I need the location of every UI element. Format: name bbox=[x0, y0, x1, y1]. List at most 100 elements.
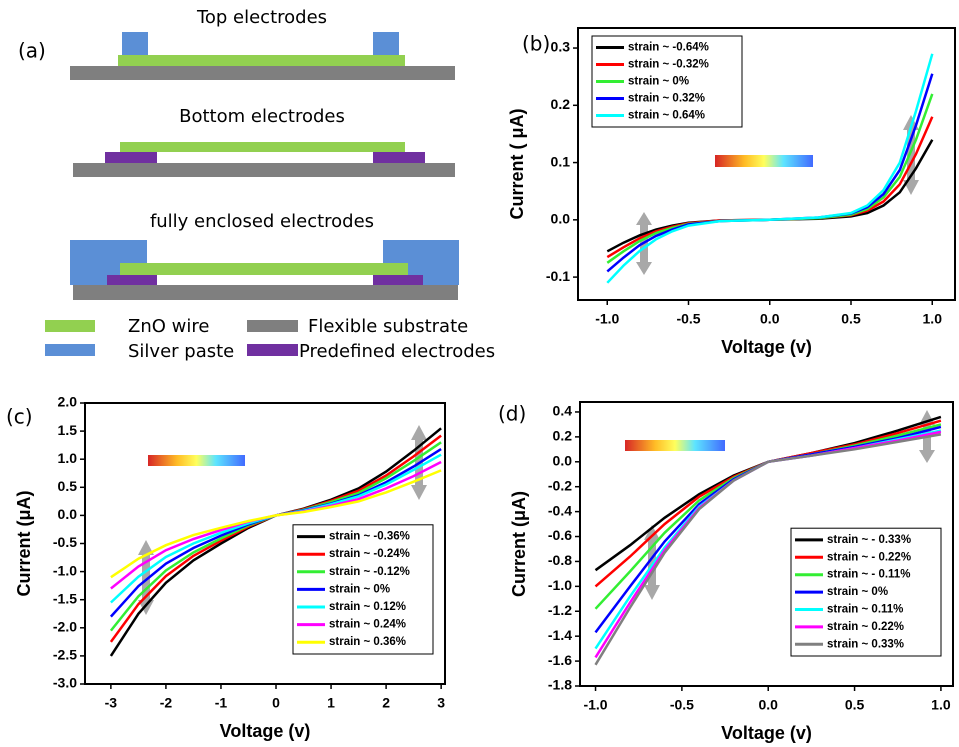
strain-inset bbox=[715, 155, 813, 167]
y-tick-label: 1.0 bbox=[58, 450, 78, 466]
arrow bbox=[903, 115, 919, 195]
legend-swatch bbox=[45, 344, 95, 356]
legend-label: strain ~ -0.32% bbox=[628, 59, 709, 71]
legend-label: Silver paste bbox=[128, 341, 234, 362]
y-tick-label: 0.4 bbox=[553, 403, 573, 419]
x-tick-label: 0.0 bbox=[760, 311, 780, 327]
y-tick-label: 1.5 bbox=[58, 422, 78, 438]
plot-frame bbox=[577, 27, 956, 301]
x-tick-label: 2 bbox=[382, 695, 390, 711]
legend-label: strain ~ 0.11% bbox=[827, 604, 903, 616]
y-tick-label: -2.0 bbox=[53, 619, 77, 635]
electrode bbox=[107, 275, 157, 285]
legend-label: strain ~ -0.24% bbox=[329, 548, 410, 560]
legend-label: strain ~ 0% bbox=[329, 583, 390, 595]
legend-label: strain ~ -0.12% bbox=[329, 566, 410, 578]
panel-label: (a) bbox=[18, 39, 46, 63]
y-tick-label: -3.0 bbox=[53, 675, 77, 691]
y-tick-label: -0.6 bbox=[548, 527, 572, 543]
x-axis-label: Voltage (v) bbox=[721, 723, 812, 743]
x-tick-label: -1.0 bbox=[595, 311, 619, 327]
panel-label: (c) bbox=[6, 405, 33, 429]
y-tick-label: 0.1 bbox=[551, 153, 571, 169]
electrode bbox=[373, 275, 423, 285]
y-tick-label: -0.4 bbox=[548, 502, 572, 518]
x-tick-label: 1 bbox=[327, 695, 335, 711]
chart: (c) -3 -2 -1 0 1 2 3 -3.0 -2.5 -2.0 -1.5 -1.0 -0.5 0.0… bbox=[6, 394, 446, 741]
x-tick-label: 0.0 bbox=[758, 697, 778, 713]
line bbox=[606, 53, 934, 284]
strain-inset bbox=[148, 455, 245, 466]
legend-label: strain ~ 0.64% bbox=[628, 110, 705, 122]
legend-swatch bbox=[247, 320, 298, 332]
y-tick-label: -0.5 bbox=[53, 534, 77, 550]
legend-label: strain ~ 0.24% bbox=[329, 619, 406, 631]
panel-label: (b) bbox=[522, 32, 550, 56]
y-tick-label: -1.4 bbox=[548, 627, 572, 643]
legend-label: strain ~ - 0.11% bbox=[827, 569, 910, 581]
legend-label: strain ~ 0.36% bbox=[329, 636, 406, 648]
legend-label: Flexible substrate bbox=[308, 316, 468, 337]
diagram: (a) Top electrodes Bottom electrodes ful… bbox=[18, 7, 495, 362]
y-tick-label: 0.2 bbox=[553, 428, 573, 444]
y-tick-label: -1.5 bbox=[53, 590, 77, 606]
diagram-title: fully enclosed electrodes bbox=[150, 211, 374, 232]
y-tick-label: 2.0 bbox=[58, 394, 78, 410]
x-axis-label: Voltage (v) bbox=[721, 337, 812, 357]
substrate bbox=[73, 285, 458, 300]
zno-wire bbox=[120, 263, 408, 275]
x-tick-label: 1.0 bbox=[923, 311, 943, 327]
legend-label: strain ~ 0% bbox=[628, 76, 689, 88]
chart: (d) -1.0 -0.5 0.0 0.5 1.0 -1.8 -1.6 -1.4 -1.2 -1.0… bbox=[498, 401, 954, 743]
y-tick-label: 0.0 bbox=[58, 506, 78, 522]
x-tick-label: -1.0 bbox=[583, 697, 607, 713]
y-tick-label: -0.8 bbox=[548, 552, 572, 568]
legend-label: strain ~ - 0.22% bbox=[827, 551, 911, 563]
legend-label: Predefined electrodes bbox=[299, 341, 495, 362]
x-axis-label: Voltage (v) bbox=[220, 721, 311, 741]
line bbox=[594, 433, 942, 666]
diagram-title: Top electrodes bbox=[196, 7, 327, 28]
x-tick-label: -2 bbox=[160, 695, 173, 711]
legend-label: strain ~ - 0.33% bbox=[827, 534, 911, 546]
y-tick-label: 0.2 bbox=[551, 96, 571, 112]
y-tick-label: -1.8 bbox=[548, 677, 572, 693]
y-tick-label: -1.6 bbox=[548, 652, 572, 668]
legend-swatch bbox=[247, 344, 298, 356]
x-tick-label: 0.5 bbox=[841, 311, 861, 327]
y-tick-label: -0.1 bbox=[546, 268, 570, 284]
legend-label: strain ~ -0.64% bbox=[628, 42, 709, 54]
legend-label: strain ~ 0.33% bbox=[827, 638, 904, 650]
x-tick-label: 0.5 bbox=[845, 697, 865, 713]
line bbox=[110, 469, 442, 579]
y-tick-label: 0.0 bbox=[551, 211, 571, 227]
x-tick-label: -1 bbox=[215, 695, 228, 711]
y-tick-label: -1.2 bbox=[548, 602, 572, 618]
legend-swatch bbox=[45, 320, 95, 332]
y-tick-label: -1.0 bbox=[53, 562, 77, 578]
y-tick-label: -1.0 bbox=[548, 577, 572, 593]
legend-label: strain ~ 0% bbox=[827, 586, 888, 598]
substrate bbox=[73, 163, 455, 177]
y-tick-label: 0.0 bbox=[553, 452, 573, 468]
y-tick-label: 0.5 bbox=[58, 478, 78, 494]
legend-label: strain ~ -0.36% bbox=[329, 531, 410, 543]
zno-wire bbox=[120, 142, 405, 152]
x-tick-label: 3 bbox=[437, 695, 445, 711]
y-axis-label: Current (μA) bbox=[14, 490, 34, 596]
strain-inset bbox=[625, 440, 725, 451]
plot-frame bbox=[579, 401, 954, 687]
x-tick-label: 1.0 bbox=[931, 697, 951, 713]
y-tick-label: -2.5 bbox=[53, 647, 77, 663]
legend-label: strain ~ 0.12% bbox=[329, 601, 406, 613]
x-tick-label: -0.5 bbox=[670, 697, 694, 713]
electrode bbox=[373, 152, 425, 163]
legend-label: strain ~ 0.22% bbox=[827, 621, 904, 633]
silver-paste bbox=[122, 32, 148, 55]
x-tick-label: -3 bbox=[105, 695, 118, 711]
silver-paste bbox=[373, 32, 399, 55]
legend-box bbox=[591, 35, 743, 128]
legend-label: strain ~ 0.32% bbox=[628, 93, 705, 105]
diagram-title: Bottom electrodes bbox=[179, 106, 345, 127]
